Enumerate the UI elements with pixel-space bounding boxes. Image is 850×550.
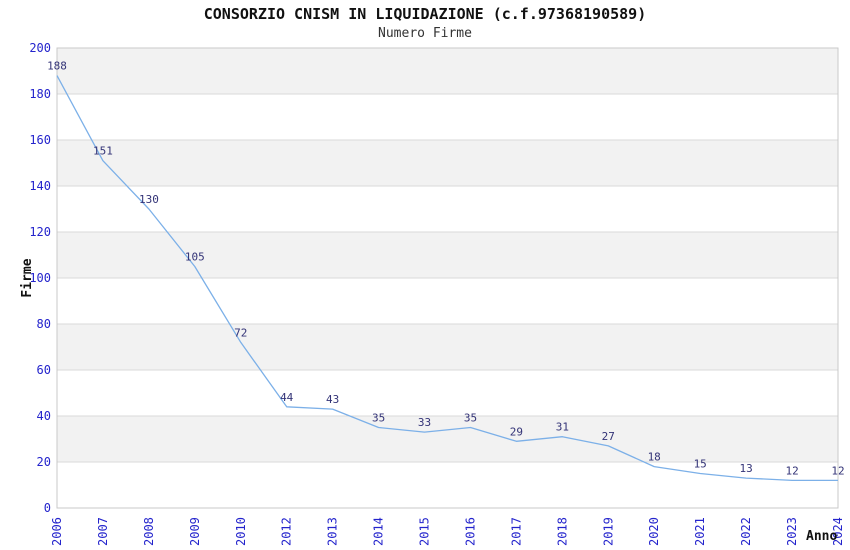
y-tick-label: 100	[29, 271, 51, 285]
y-axis-label: Firme	[20, 258, 35, 298]
point-label: 72	[234, 326, 247, 339]
point-label: 12	[785, 464, 798, 477]
point-label: 15	[694, 458, 707, 471]
y-tick-label: 140	[29, 179, 51, 193]
point-label: 44	[280, 391, 294, 404]
x-tick-label: 2024	[831, 517, 845, 546]
point-label: 105	[185, 251, 205, 264]
point-label: 33	[418, 416, 431, 429]
plot-band	[57, 48, 838, 94]
x-axis-label: Anno	[806, 529, 838, 544]
x-tick-label: 2022	[739, 517, 753, 546]
point-label: 27	[602, 430, 615, 443]
y-tick-label: 120	[29, 225, 51, 239]
chart-subtitle: Numero Firme	[378, 26, 472, 41]
chart-title: CONSORZIO CNISM IN LIQUIDAZIONE (c.f.973…	[203, 5, 647, 23]
y-tick-label: 60	[37, 363, 51, 377]
point-label: 18	[648, 451, 661, 464]
y-tick-label: 180	[29, 87, 51, 101]
plot-band	[57, 324, 838, 370]
point-label: 43	[326, 393, 339, 406]
x-tick-label: 2012	[280, 517, 294, 546]
x-tick-label: 2014	[372, 517, 386, 546]
point-label: 31	[556, 421, 569, 434]
x-tick-label: 2016	[464, 517, 478, 546]
y-tick-label: 0	[44, 501, 51, 515]
x-tick-label: 2009	[188, 517, 202, 546]
data-line	[56, 75, 838, 482]
point-label: 35	[464, 412, 477, 425]
point-label: 35	[372, 412, 385, 425]
x-tick-label: 2018	[555, 517, 569, 546]
y-tick-label: 20	[37, 455, 51, 469]
x-tick-label: 2017	[509, 517, 523, 546]
point-label: 29	[510, 425, 523, 438]
y-tick-label: 200	[29, 41, 51, 55]
x-tick-label: 2019	[601, 517, 615, 546]
x-tick-label: 2010	[234, 517, 248, 546]
x-tick-label: 2023	[785, 517, 799, 546]
point-label: 130	[139, 193, 159, 206]
x-tick-label: 2013	[326, 517, 340, 546]
point-label: 12	[831, 464, 844, 477]
x-tick-label: 2008	[142, 517, 156, 546]
point-label: 188	[47, 60, 67, 73]
plot-band	[57, 140, 838, 186]
y-tick-label: 80	[37, 317, 51, 331]
x-tick-label: 2015	[418, 517, 432, 546]
plot-band	[57, 232, 838, 278]
x-tick-label: 2021	[693, 517, 707, 546]
x-tick-label: 2020	[647, 517, 661, 546]
plot-border	[56, 47, 839, 509]
x-tick-label: 2007	[96, 517, 110, 546]
point-label: 13	[739, 462, 752, 475]
plot-band	[57, 416, 838, 462]
point-label: 151	[93, 145, 113, 158]
x-tick-label: 2006	[50, 517, 64, 546]
y-tick-label: 40	[37, 409, 51, 423]
y-tick-label: 160	[29, 133, 51, 147]
